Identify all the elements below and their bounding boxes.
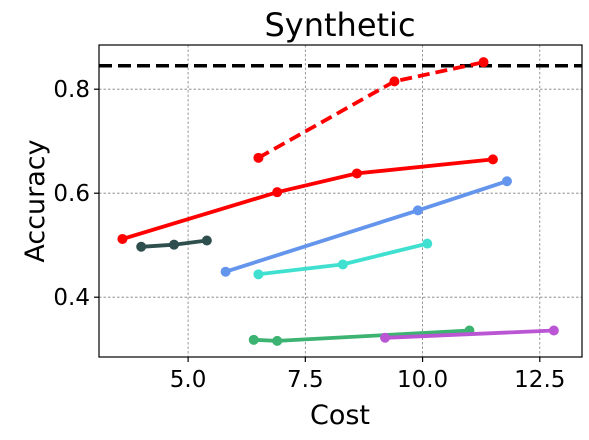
series-line [257, 60, 484, 160]
data-point [422, 238, 433, 249]
data-point [253, 152, 264, 163]
data-point [389, 76, 400, 87]
data-point [351, 168, 362, 179]
series-line [121, 157, 494, 241]
grid-lines [99, 45, 582, 357]
x-tick-label: 5.0 [170, 367, 207, 393]
data-point [478, 57, 489, 68]
data-point [117, 233, 128, 244]
plot-series [99, 57, 582, 346]
data-point [201, 235, 212, 246]
x-tick-label: 10.0 [397, 367, 448, 393]
data-point [272, 335, 283, 346]
series [220, 176, 512, 277]
series-line [384, 328, 554, 340]
y-tick-label: 0.8 [53, 77, 90, 103]
data-point [248, 334, 259, 345]
data-point [548, 325, 559, 336]
series [248, 325, 475, 346]
data-point [487, 154, 498, 165]
y-tick-label: 0.6 [53, 181, 90, 207]
x-axis-label: Cost [310, 400, 370, 431]
data-point [501, 176, 512, 187]
data-point [169, 239, 180, 250]
series [380, 325, 559, 343]
series [253, 57, 489, 163]
data-point [220, 266, 231, 277]
axis-ticks: 5.0 7.5 10.0 12.5 0.4 0.6 0.8 [53, 77, 565, 393]
y-tick-label: 0.4 [53, 285, 90, 311]
plot-frame [98, 44, 583, 358]
data-point [272, 187, 283, 198]
series [136, 235, 212, 252]
data-point [337, 259, 348, 270]
chart-title: Synthetic [264, 6, 415, 44]
data-point [380, 332, 391, 343]
x-tick-label: 12.5 [514, 367, 565, 393]
x-tick-label: 7.5 [287, 367, 324, 393]
series [117, 154, 498, 244]
data-point [136, 241, 147, 252]
series [253, 238, 433, 280]
y-axis-label: Accuracy [20, 139, 51, 262]
data-point [412, 205, 423, 216]
series-line [258, 241, 428, 277]
data-point [253, 269, 264, 280]
